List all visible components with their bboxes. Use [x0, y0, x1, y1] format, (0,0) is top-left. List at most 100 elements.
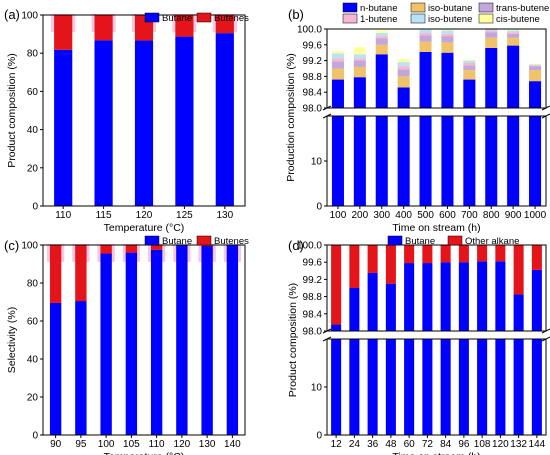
y-tick-label-0-yticks-5: 100 — [21, 11, 38, 22]
axis-break-band-3 — [325, 331, 548, 339]
bar-1-5-1 — [441, 42, 454, 53]
panel-label-1: (b) — [288, 7, 304, 22]
y-tick-label-3-upper_yticks-2: 98.8 — [303, 292, 323, 303]
y-tick-label-3-lower_yticks-1: 10 — [311, 383, 323, 394]
bar-3-0-0 — [331, 324, 342, 435]
y-tick-label-0-yticks-2: 40 — [27, 125, 39, 136]
panel-label-3: (d) — [288, 238, 304, 253]
bar-1-9-0 — [529, 81, 542, 206]
bar-1-5-2 — [441, 36, 454, 43]
plot-frame-2 — [42, 244, 246, 436]
bar-1-4-4 — [419, 29, 432, 33]
legend-swatch-0-1 — [196, 12, 212, 23]
bar-0-2-0 — [134, 40, 154, 206]
x-tick-label-3-8: 108 — [474, 439, 491, 450]
y-axis-title-2: Selectivity (%) — [6, 307, 18, 374]
x-tick-label-2-5: 120 — [174, 439, 191, 450]
x-axis-title-3: Time on stream (h) — [392, 451, 480, 455]
x-tick-label-0-3: 125 — [176, 210, 193, 221]
bar-2-1-0 — [75, 301, 87, 435]
bar-1-6-3 — [463, 62, 476, 66]
bar-1-7-2 — [485, 32, 498, 38]
x-tick-label-3-9: 120 — [492, 439, 509, 450]
legend-label-1-0: n-butane — [360, 3, 398, 14]
x-tick-label-1-4: 500 — [417, 210, 434, 221]
panel-label-0: (a) — [4, 7, 20, 22]
bar-1-5-5 — [441, 29, 454, 31]
bar-1-7-1 — [485, 37, 498, 48]
x-tick-label-0-4: 130 — [216, 210, 233, 221]
legend-swatch-0-0 — [144, 12, 160, 23]
y-tick-label-1-upper_yticks-3: 99.2 — [303, 56, 323, 67]
bar-1-9-1 — [529, 70, 542, 82]
bar-3-10-0 — [513, 294, 524, 435]
legend-swatch-2-1 — [196, 235, 212, 246]
bar-3-11-1 — [531, 245, 542, 270]
bar-1-3-5 — [397, 59, 410, 63]
bar-1-6-0 — [463, 79, 476, 206]
bar-3-9-1 — [495, 245, 506, 262]
legend-swatch-1-5 — [478, 13, 494, 24]
y-tick-label-1-upper_yticks-5: 100.0 — [297, 25, 322, 36]
bar-1-8-4 — [507, 30, 520, 33]
bar-1-3-2 — [397, 69, 410, 77]
bar-2-0-0 — [49, 302, 62, 435]
bar-1-4-3 — [419, 32, 432, 36]
bar-1-1-2 — [353, 60, 366, 67]
bar-1-8-3 — [507, 32, 520, 34]
x-tick-label-2-0: 90 — [50, 439, 62, 450]
bar-1-0-2 — [331, 61, 344, 69]
bar-3-2-0 — [367, 272, 378, 435]
y-tick-label-3-upper_yticks-4: 99.6 — [303, 258, 323, 269]
bar-1-3-4 — [397, 62, 410, 67]
bar-3-1-1 — [349, 245, 360, 288]
bar-1-6-5 — [463, 59, 476, 61]
bar-1-7-3 — [485, 30, 498, 33]
bar-1-2-5 — [375, 30, 388, 33]
bar-1-0-1 — [331, 68, 344, 80]
y-axis-title-3: Product composition (%) — [287, 283, 299, 397]
x-tick-label-0-1: 115 — [96, 210, 112, 221]
bar-1-7-0 — [485, 47, 498, 207]
y-tick-label-1-lower_yticks-0: 0 — [316, 202, 322, 213]
legend-swatch-2-0 — [144, 235, 160, 246]
x-tick-label-3-3: 48 — [385, 439, 397, 450]
bar-1-2-1 — [375, 44, 388, 55]
x-tick-label-1-2: 300 — [373, 210, 390, 221]
y-tick-label-3-upper_yticks-1: 98.4 — [303, 309, 323, 320]
x-tick-label-3-10: 132 — [510, 439, 527, 450]
y-tick-label-3-lower_yticks-0: 0 — [316, 431, 322, 442]
plot-frame-upper-1 — [326, 28, 547, 109]
bar-1-2-3 — [375, 36, 388, 39]
legend-swatch-3-0 — [387, 235, 403, 246]
bar-3-7-1 — [458, 245, 469, 263]
x-tick-label-2-2: 100 — [98, 439, 115, 450]
bar-0-4-1 — [215, 15, 234, 34]
y-tick-label-1-upper_yticks-2: 98.8 — [303, 72, 323, 83]
bar-2-4-1 — [150, 245, 163, 250]
bar-1-9-5 — [529, 63, 542, 65]
bar-3-4-1 — [404, 245, 415, 264]
bar-1-5-0 — [441, 52, 454, 207]
y-tick-label-2-yticks-4: 80 — [27, 279, 39, 290]
x-axis-title-0: Temperature (°C) — [104, 222, 185, 234]
bar-3-5-0 — [422, 263, 433, 435]
bar-3-6-0 — [440, 262, 451, 435]
bar-0-1-0 — [94, 40, 113, 206]
bar-1-0-0 — [331, 79, 344, 206]
legend-label-1-2: trans-butene — [496, 3, 549, 14]
x-tick-label-1-7: 800 — [483, 210, 500, 221]
x-tick-label-0-2: 120 — [136, 210, 153, 221]
legend-label-0-0: Butane — [162, 13, 192, 24]
y-tick-label-1-lower_yticks-1: 10 — [311, 157, 323, 168]
bar-3-4-0 — [404, 263, 415, 435]
bar-3-10-1 — [513, 245, 524, 295]
bar-2-1-1 — [75, 245, 87, 302]
x-tick-label-3-4: 60 — [404, 439, 416, 450]
bar-3-6-1 — [440, 245, 451, 263]
bar-2-0-1 — [49, 245, 62, 303]
bar-0-3-1 — [175, 15, 194, 37]
bar-0-3-0 — [175, 36, 194, 206]
x-tick-label-2-6: 130 — [199, 439, 216, 450]
